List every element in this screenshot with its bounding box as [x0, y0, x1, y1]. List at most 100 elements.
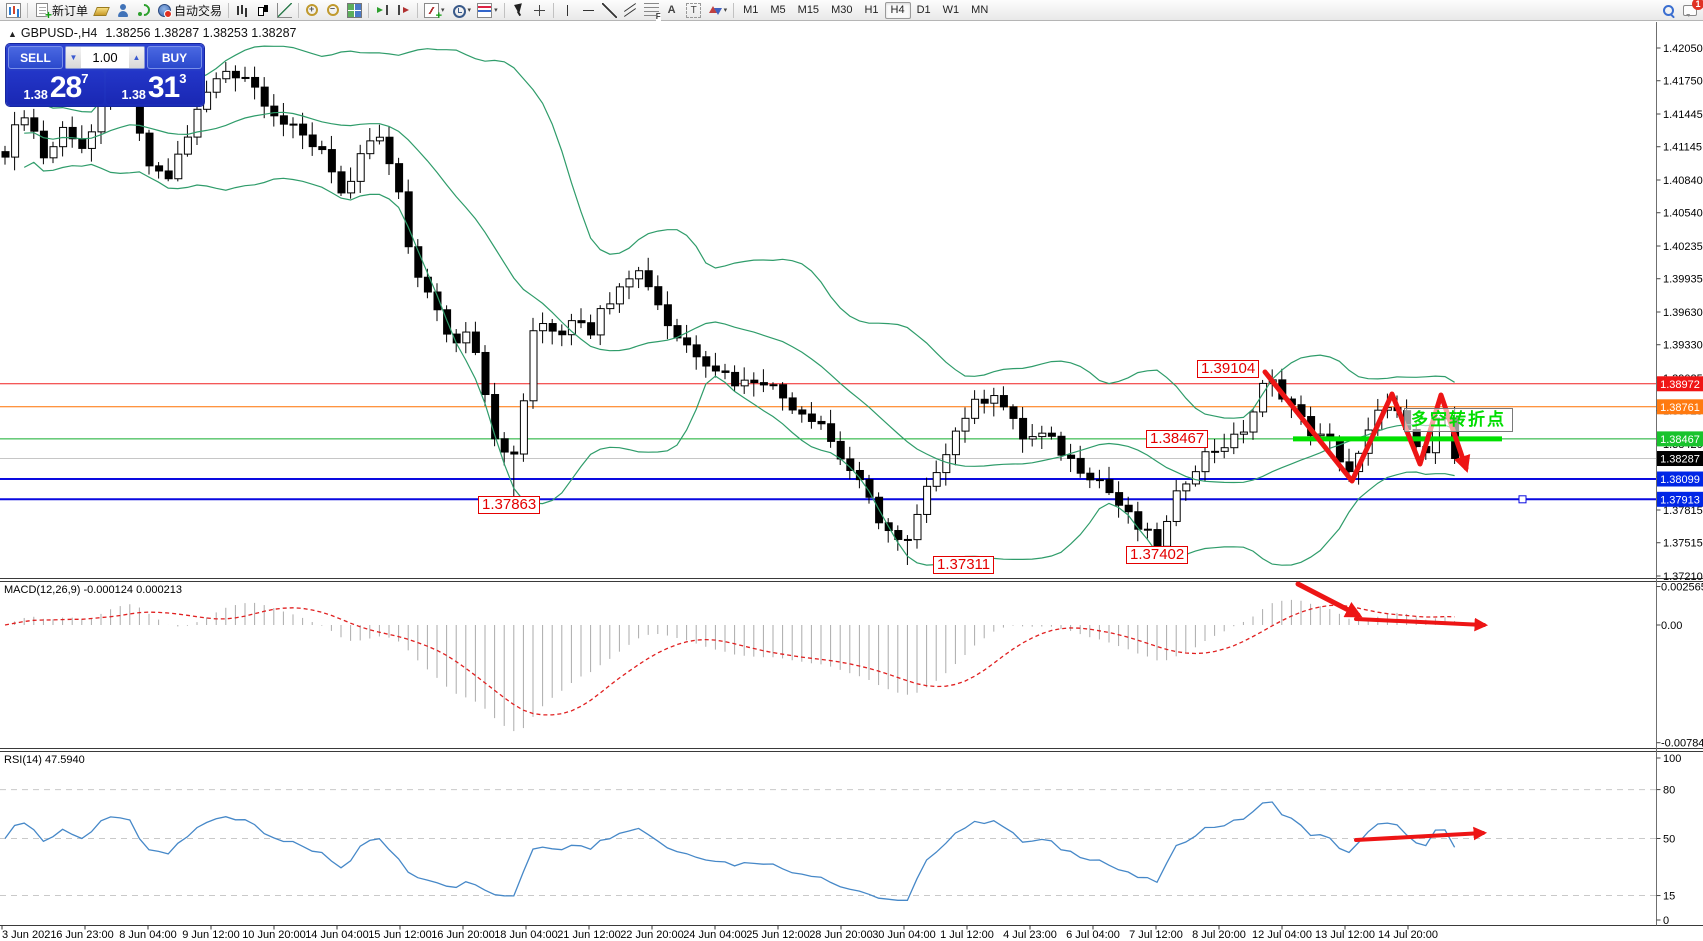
auto-scroll-icon	[396, 3, 411, 18]
buy-price[interactable]: 1.38 31 3	[106, 71, 202, 104]
candlestick	[587, 322, 596, 336]
bar-chart-mode-button[interactable]	[232, 1, 253, 20]
sell-price[interactable]: 1.38 28 7	[8, 71, 104, 104]
buy-button[interactable]: BUY	[147, 46, 202, 69]
price-annotation[interactable]: 1.39104	[1197, 360, 1260, 379]
indicators-button[interactable]: ▾	[421, 1, 448, 22]
date-axis-label: 22 Jun 20:00	[620, 929, 684, 941]
new-chart-button[interactable]	[3, 1, 24, 20]
price-annotation[interactable]: 1.37863	[478, 495, 541, 514]
candlestick	[1249, 411, 1258, 433]
auto-trading-button[interactable]: 自动交易	[154, 1, 225, 20]
symbol-period-label: GBPUSD-,H4	[20, 26, 98, 40]
volume-increase-button[interactable]: ▲	[129, 47, 144, 68]
sell-button[interactable]: SELL	[8, 46, 63, 69]
timeframe-mn[interactable]: MN	[965, 2, 994, 19]
candlestick	[913, 513, 922, 541]
bollinger-upper-band	[23, 45, 1455, 419]
arrows-button[interactable]: ▾	[704, 1, 731, 20]
candlestick	[807, 413, 816, 422]
chevron-down-icon: ▾	[441, 6, 445, 14]
text-label-button[interactable]	[683, 1, 704, 20]
date-axis-label: 30 Jun 04:00	[872, 929, 936, 941]
price-annotation[interactable]: 1.38467	[1146, 429, 1209, 448]
candle-chart-mode-button[interactable]	[253, 1, 274, 20]
toolbar-separator	[368, 2, 370, 18]
macd-trend-arrow[interactable]	[1295, 581, 1363, 618]
sell-big-figure: 1.38	[23, 88, 48, 102]
timeframe-h4[interactable]: H4	[884, 1, 911, 19]
candlestick	[308, 134, 317, 148]
new-order-button[interactable]: 新订单	[31, 1, 91, 21]
timeframe-m30[interactable]: M30	[825, 2, 858, 19]
timeframe-m5[interactable]: M5	[764, 2, 791, 19]
cursor-button[interactable]	[508, 1, 529, 20]
timeframe-h1[interactable]: H1	[858, 2, 884, 19]
zoom-in-button[interactable]	[302, 1, 323, 20]
vertical-line-button[interactable]	[557, 1, 578, 20]
candlestick	[654, 286, 663, 306]
chart-shift-button[interactable]	[372, 1, 393, 20]
date-axis-label: 8 Jul 20:00	[1192, 929, 1246, 941]
fibonacci-retracement-button[interactable]	[641, 1, 662, 21]
chat-button[interactable]: 1	[1679, 0, 1703, 20]
date-axis-label: 25 Jun 12:00	[746, 929, 810, 941]
volume-decrease-button[interactable]: ▼	[66, 47, 81, 68]
profiles-button[interactable]	[91, 1, 112, 20]
trendline-button[interactable]	[599, 1, 620, 20]
timeframe-m1[interactable]: M1	[737, 2, 764, 19]
vertical-line-icon	[560, 3, 575, 18]
signals-button[interactable]	[133, 1, 154, 20]
price-annotation[interactable]: 1.37311	[933, 555, 995, 574]
zoom-out-button[interactable]	[323, 1, 344, 20]
candlestick	[865, 479, 874, 498]
chevron-down-icon: ▾	[494, 6, 498, 14]
candlestick	[1220, 447, 1229, 452]
candlestick	[980, 398, 989, 404]
candlestick	[769, 384, 778, 387]
periods-button[interactable]: ▾	[448, 1, 475, 20]
line-chart-mode-button[interactable]	[274, 1, 295, 20]
chat-icon	[1682, 3, 1697, 18]
auto-scroll-button[interactable]	[393, 1, 414, 20]
trendline-handle[interactable]	[1518, 495, 1527, 504]
sell-pips: 28	[49, 71, 82, 104]
price-annotation[interactable]: 1.37402	[1126, 546, 1189, 565]
templates-button[interactable]: ▾	[474, 1, 501, 20]
cursor-icon	[511, 3, 526, 18]
candlestick	[174, 153, 183, 180]
market-watch-button[interactable]	[112, 1, 133, 20]
price-marker-label	[1657, 451, 1703, 467]
price-axis-tick: 1.40540	[1663, 208, 1703, 220]
equidistant-channel-button[interactable]	[620, 1, 641, 20]
candlestick	[500, 438, 509, 453]
macd-signal-line	[4, 604, 1455, 716]
bollinger-lower-band	[23, 161, 1455, 566]
candlestick	[1124, 504, 1133, 513]
text-button[interactable]	[662, 1, 683, 20]
note-annotation[interactable]: 多空转折点	[1404, 408, 1513, 432]
timeframe-d1[interactable]: D1	[911, 2, 937, 19]
timeframe-m15[interactable]: M15	[792, 2, 825, 19]
rsi-trend-arrow[interactable]	[1354, 826, 1488, 842]
date-axis-label: 13 Jul 12:00	[1315, 929, 1375, 941]
horizontal-line-button[interactable]	[578, 1, 599, 20]
crosshair-button[interactable]	[529, 1, 550, 20]
candlestick	[337, 171, 346, 194]
search-button[interactable]	[1658, 1, 1679, 20]
volume-input[interactable]	[81, 47, 129, 68]
tile-windows-button[interactable]	[344, 1, 365, 20]
candle-chart-mode-icon	[256, 3, 271, 18]
candlestick	[164, 170, 173, 180]
macd-indicator-header: MACD(12,26,9) -0.000124 0.000213	[4, 584, 182, 596]
date-axis-label: 15 Jun 12:00	[368, 929, 432, 941]
price-axis-tick: 1.37210	[1663, 571, 1703, 583]
candlestick	[356, 153, 365, 182]
candlestick	[1019, 417, 1028, 440]
candlestick	[289, 123, 298, 126]
timeframe-w1[interactable]: W1	[937, 2, 966, 19]
price-marker-label	[1657, 491, 1703, 507]
macd-trend-arrow[interactable]	[1354, 617, 1489, 632]
panel-collapse-icon[interactable]: ▲	[8, 29, 17, 39]
